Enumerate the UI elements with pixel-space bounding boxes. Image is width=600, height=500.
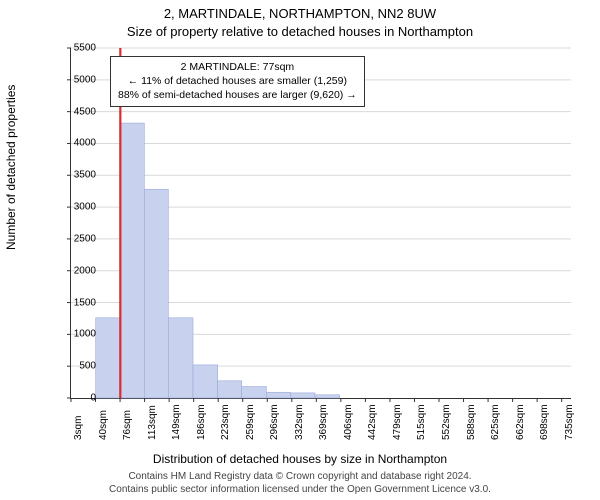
x-tick-label: 3sqm <box>73 416 84 440</box>
histogram-bar <box>168 318 193 398</box>
x-tick-label: 442sqm <box>367 404 378 440</box>
x-tick-label: 186sqm <box>196 404 207 440</box>
x-tick-label: 369sqm <box>318 404 329 440</box>
x-axis-label: Distribution of detached houses by size … <box>0 452 600 466</box>
x-tick-label: 552sqm <box>441 404 452 440</box>
y-tick-label: 4000 <box>36 138 96 149</box>
y-tick-label: 1000 <box>36 329 96 340</box>
histogram-bar <box>266 392 290 398</box>
x-tick-label: 662sqm <box>515 404 526 440</box>
histogram-bar <box>96 318 120 398</box>
chart-title-line2: Size of property relative to detached ho… <box>0 24 600 39</box>
chart-title-line1: 2, MARTINDALE, NORTHAMPTON, NN2 8UW <box>0 6 600 21</box>
annotation-box: 2 MARTINDALE: 77sqm ← 11% of detached ho… <box>110 56 365 107</box>
y-tick-marks <box>67 48 71 398</box>
x-tick-label: 406sqm <box>343 404 354 440</box>
x-tick-label: 40sqm <box>98 410 109 440</box>
y-axis-label: Number of detached properties <box>4 85 18 250</box>
x-tick-label: 735sqm <box>564 404 575 440</box>
x-tick-label: 479sqm <box>392 404 403 440</box>
histogram-bars <box>96 123 340 398</box>
x-tick-label: 76sqm <box>122 410 133 440</box>
footer-line-1: Contains HM Land Registry data © Crown c… <box>0 471 600 484</box>
x-tick-label: 149sqm <box>171 404 182 440</box>
y-tick-label: 500 <box>36 361 96 372</box>
x-tick-label: 259sqm <box>245 404 256 440</box>
y-tick-label: 2500 <box>36 233 96 244</box>
x-tick-label: 223sqm <box>220 404 231 440</box>
histogram-bar <box>218 381 242 398</box>
histogram-bar <box>315 395 340 398</box>
y-tick-label: 5000 <box>36 74 96 85</box>
y-tick-label: 3000 <box>36 202 96 213</box>
histogram-bar <box>242 387 267 398</box>
histogram-bar <box>144 189 168 398</box>
y-tick-label: 3500 <box>36 170 96 181</box>
histogram-bar <box>290 393 315 398</box>
x-tick-label: 515sqm <box>416 404 427 440</box>
annotation-line-3: 88% of semi-detached houses are larger (… <box>118 88 357 102</box>
x-tick-label: 625sqm <box>490 404 501 440</box>
y-tick-label: 5500 <box>36 43 96 54</box>
y-tick-label: 0 <box>36 393 96 404</box>
annotation-line-1: 2 MARTINDALE: 77sqm <box>118 60 357 74</box>
footer-line-2: Contains public sector information licen… <box>0 484 600 497</box>
y-tick-label: 2000 <box>36 265 96 276</box>
annotation-line-2: ← 11% of detached houses are smaller (1,… <box>118 74 357 88</box>
x-tick-label: 698sqm <box>539 404 550 440</box>
x-tick-label: 113sqm <box>147 405 158 440</box>
x-tick-marks <box>71 398 562 402</box>
x-tick-label: 296sqm <box>269 404 280 440</box>
histogram-bar <box>193 365 218 398</box>
footer-attribution: Contains HM Land Registry data © Crown c… <box>0 471 600 496</box>
histogram-bar <box>120 123 145 398</box>
x-tick-label: 332sqm <box>294 404 305 440</box>
y-tick-label: 1500 <box>36 297 96 308</box>
y-tick-label: 4500 <box>36 106 96 117</box>
x-tick-label: 588sqm <box>466 404 477 440</box>
